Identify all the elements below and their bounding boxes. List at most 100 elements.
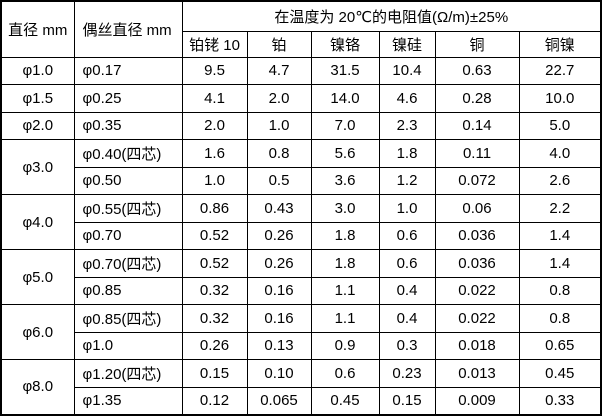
value-cell: 0.15 <box>181 359 248 388</box>
value-cell: 0.52 <box>181 249 248 278</box>
value-cell: 0.13 <box>246 331 312 360</box>
value-cell: 0.26 <box>246 249 312 278</box>
wire-diameter-cell: φ0.50 <box>73 166 183 195</box>
wire-diameter-cell: φ0.40(四芯) <box>73 139 183 168</box>
value-cell: 0.14 <box>434 111 520 140</box>
value-cell: 0.022 <box>434 276 520 305</box>
value-cell: 1.1 <box>310 304 380 333</box>
value-cell: 1.4 <box>518 221 602 250</box>
value-cell: 0.9 <box>310 331 380 360</box>
diameter-cell: φ5.0 <box>0 249 75 305</box>
wire-diameter-cell: φ0.55(四芯) <box>73 194 183 223</box>
wire-diameter-cell: φ0.70(四芯) <box>73 249 183 278</box>
value-cell: 5.0 <box>518 111 602 140</box>
header-resistance-title: 在温度为 20℃的电阻值(Ω/m)±25% <box>181 0 602 32</box>
value-cell: 4.0 <box>518 139 602 168</box>
value-cell: 0.11 <box>434 139 520 168</box>
header-diameter: 直径 mm <box>0 0 75 58</box>
value-cell: 0.16 <box>246 276 312 305</box>
value-cell: 14.0 <box>310 84 380 113</box>
value-cell: 0.018 <box>434 331 520 360</box>
value-cell: 0.28 <box>434 84 520 113</box>
value-cell: 7.0 <box>310 111 380 140</box>
value-cell: 0.26 <box>246 221 312 250</box>
table-row: φ6.0 φ0.85(四芯) 0.32 0.16 1.1 0.4 0.022 0… <box>0 304 602 360</box>
value-cell: 0.6 <box>378 221 436 250</box>
header-material-platinum-rhodium10: 铂铑 10 <box>181 30 248 58</box>
value-cell: 0.26 <box>181 331 248 360</box>
value-cell: 1.8 <box>378 139 436 168</box>
value-cell: 22.7 <box>518 56 602 85</box>
value-cell: 4.7 <box>246 56 312 85</box>
value-cell: 0.63 <box>434 56 520 85</box>
value-cell: 1.6 <box>181 139 248 168</box>
value-cell: 0.06 <box>434 194 520 223</box>
header-wire-diameter: 偶丝直径 mm <box>73 0 183 58</box>
wire-diameter-cell: φ0.35 <box>73 111 183 140</box>
value-cell: 0.43 <box>246 194 312 223</box>
header-material-copper: 铜 <box>434 30 520 58</box>
value-cell: 2.6 <box>518 166 602 195</box>
diameter-cell: φ4.0 <box>0 194 75 250</box>
wire-diameter-cell: φ0.85 <box>73 276 183 305</box>
table-row: φ1.35 0.12 0.065 0.45 0.15 0.009 0.33 <box>1 386 602 415</box>
value-cell: 2.2 <box>518 194 602 223</box>
value-cell: 4.6 <box>378 84 436 113</box>
value-cell: 1.2 <box>378 166 436 195</box>
value-cell: 0.4 <box>378 276 436 305</box>
table-row: φ1.0 φ0.17 9.5 4.7 31.5 10.4 0.63 22.7 <box>0 56 602 85</box>
value-cell: 1.0 <box>246 111 312 140</box>
value-cell: 2.0 <box>181 111 248 140</box>
wire-diameter-cell: φ1.20(四芯) <box>73 359 183 388</box>
header-row-materials: 铂铑 10 铂 镍铬 镍硅 铜 铜镍 <box>1 30 602 58</box>
header-material-copper-nickel: 铜镍 <box>518 30 602 58</box>
table-row: φ1.0 0.26 0.13 0.9 0.3 0.018 0.65 <box>1 331 602 360</box>
value-cell: 0.65 <box>518 331 602 360</box>
wire-diameter-cell: φ0.85(四芯) <box>73 304 183 333</box>
value-cell: 1.8 <box>310 249 380 278</box>
value-cell: 0.6 <box>378 249 436 278</box>
value-cell: 0.6 <box>310 359 380 388</box>
value-cell: 0.52 <box>181 221 248 250</box>
table-row: φ0.50 1.0 0.5 3.6 1.2 0.072 2.6 <box>1 166 602 195</box>
value-cell: 0.8 <box>246 139 312 168</box>
value-cell: 0.072 <box>434 166 520 195</box>
value-cell: 0.065 <box>246 386 312 415</box>
table-row: φ5.0 φ0.70(四芯) 0.52 0.26 1.8 0.6 0.036 1… <box>0 249 602 305</box>
diameter-cell: φ3.0 <box>0 139 75 195</box>
value-cell: 31.5 <box>310 56 380 85</box>
value-cell: 10.0 <box>518 84 602 113</box>
value-cell: 0.15 <box>378 386 436 415</box>
wire-diameter-cell: φ0.70 <box>73 221 183 250</box>
value-cell: 0.022 <box>434 304 520 333</box>
value-cell: 0.009 <box>434 386 520 415</box>
value-cell: 1.0 <box>181 166 248 195</box>
table-row: φ0.85 0.32 0.16 1.1 0.4 0.022 0.8 <box>1 276 602 305</box>
wire-diameter-cell: φ1.0 <box>73 331 183 360</box>
table-row: φ1.5 φ0.25 4.1 2.0 14.0 4.6 0.28 10.0 <box>0 84 602 113</box>
value-cell: 0.12 <box>181 386 248 415</box>
value-cell: 0.32 <box>181 276 248 305</box>
table-row: φ4.0 φ0.55(四芯) 0.86 0.43 3.0 1.0 0.06 2.… <box>0 194 602 250</box>
value-cell: 0.3 <box>378 331 436 360</box>
value-cell: 0.45 <box>518 359 602 388</box>
value-cell: 0.23 <box>378 359 436 388</box>
value-cell: 1.8 <box>310 221 380 250</box>
diameter-cell: φ1.0 <box>0 56 75 85</box>
header-row-top: 直径 mm 偶丝直径 mm 在温度为 20℃的电阻值(Ω/m)±25% <box>0 0 602 58</box>
value-cell: 0.86 <box>181 194 248 223</box>
value-cell: 0.036 <box>434 221 520 250</box>
value-cell: 5.6 <box>310 139 380 168</box>
value-cell: 2.0 <box>246 84 312 113</box>
header-material-platinum: 铂 <box>246 30 312 58</box>
value-cell: 0.33 <box>518 386 602 415</box>
diameter-cell: φ1.5 <box>0 84 75 113</box>
table-row: φ0.70 0.52 0.26 1.8 0.6 0.036 1.4 <box>1 221 602 250</box>
table-row: φ2.0 φ0.35 2.0 1.0 7.0 2.3 0.14 5.0 <box>0 111 602 140</box>
wire-diameter-cell: φ0.25 <box>73 84 183 113</box>
diameter-cell: φ2.0 <box>0 111 75 140</box>
diameter-cell: φ8.0 <box>0 359 75 415</box>
value-cell: 9.5 <box>181 56 248 85</box>
value-cell: 2.3 <box>378 111 436 140</box>
